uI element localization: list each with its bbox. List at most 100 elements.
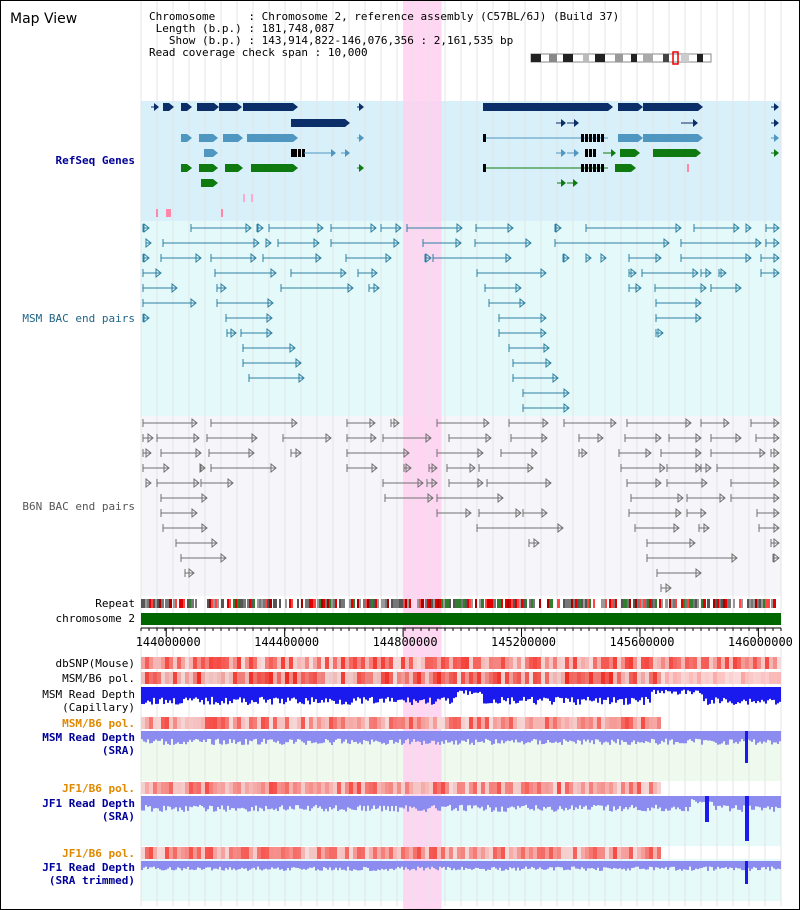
gene-exon: [643, 103, 698, 111]
depth-bar: [329, 861, 331, 868]
depth-bar: [161, 796, 163, 812]
depth-bar: [443, 731, 445, 744]
depth-bar: [349, 687, 351, 705]
depth-bar: [669, 731, 671, 741]
gene-tick: [156, 209, 158, 217]
heat-strip-cell: [645, 847, 649, 859]
track-label-b6n-bac[interactable]: B6N BAC end pairs: [22, 500, 135, 513]
heat-strip-cell: [489, 782, 493, 794]
depth-bar: [761, 861, 763, 868]
heat-strip-cell: [453, 672, 457, 684]
depth-bar: [249, 861, 251, 870]
heat-strip-cell: [417, 657, 421, 669]
bac-end-arrow: [695, 297, 702, 309]
bac-end-arrow: [340, 267, 347, 279]
depth-bar: [591, 731, 593, 741]
heat-strip-cell: [709, 672, 713, 684]
track-label-jf1-depth-trimmed[interactable]: JF1 Read Depth (SRA trimmed): [1, 861, 135, 887]
bac-end-arrow: [731, 552, 738, 564]
heat-strip-cell: [521, 672, 525, 684]
heat-strip-cell: [381, 672, 385, 684]
repeat-element: [421, 599, 424, 608]
repeat-element: [575, 599, 577, 608]
track-label-msm-depth-sra[interactable]: MSM Read Depth (SRA): [1, 731, 135, 757]
heat-strip-cell: [289, 847, 293, 859]
depth-bar: [245, 796, 247, 810]
repeat-element: [285, 599, 287, 608]
depth-bar: [527, 687, 529, 700]
depth-bar: [343, 796, 345, 810]
depth-bar: [385, 731, 387, 745]
depth-bar: [267, 731, 269, 740]
track-label-dbsnp[interactable]: dbSNP(Mouse): [55, 657, 135, 670]
heat-strip-cell: [381, 847, 385, 859]
heat-strip-cell: [557, 717, 561, 729]
depth-bar: [169, 861, 171, 868]
depth-bar: [297, 731, 299, 740]
depth-bar: [703, 861, 705, 868]
gene-exon: [585, 149, 588, 157]
depth-bar: [513, 796, 515, 808]
track-label-msm-bac[interactable]: MSM BAC end pairs: [22, 312, 135, 325]
depth-bar: [407, 731, 409, 739]
heat-strip-cell: [193, 657, 197, 669]
depth-bar: [395, 731, 397, 742]
heat-strip-cell: [185, 782, 189, 794]
depth-bar: [649, 796, 651, 811]
depth-bar: [657, 731, 659, 745]
depth-bar: [229, 796, 231, 810]
depth-bar: [715, 687, 717, 698]
depth-bar: [655, 796, 657, 805]
heat-strip-cell: [313, 657, 317, 669]
ideogram-band: [643, 54, 653, 62]
heat-strip-cell: [229, 657, 233, 669]
bac-end-arrow: [773, 537, 780, 549]
depth-bar: [441, 861, 443, 868]
depth-bar: [443, 687, 445, 698]
heat-strip-cell: [353, 717, 357, 729]
depth-bar: [551, 687, 553, 705]
track-label-jf1-b6-pol[interactable]: JF1/B6 pol.: [62, 782, 135, 795]
depth-bar: [501, 731, 503, 741]
track-label-msm-b6-pol[interactable]: MSM/B6 pol.: [62, 672, 135, 685]
track-label-msm-depth-capillary[interactable]: MSM Read Depth (Capillary): [1, 688, 135, 714]
depth-bar: [689, 861, 691, 867]
heat-strip-cell: [485, 847, 489, 859]
depth-bar: [249, 687, 251, 704]
track-label-jf1-depth[interactable]: JF1 Read Depth (SRA): [1, 797, 135, 823]
depth-bar: [631, 687, 633, 698]
depth-bar: [497, 861, 499, 870]
repeat-element: [701, 599, 703, 608]
heat-strip-cell: [637, 782, 641, 794]
depth-bar: [151, 796, 153, 812]
bac-end-arrow: [193, 432, 200, 444]
ideogram-band: [631, 54, 637, 62]
depth-bar: [185, 861, 187, 869]
bac-end-arrow: [525, 237, 532, 249]
repeat-element: [403, 599, 406, 608]
depth-bar: [379, 796, 381, 806]
depth-bar: [525, 731, 527, 744]
track-label-repeat[interactable]: Repeat: [95, 597, 135, 610]
depth-bar: [387, 796, 389, 807]
depth-bar: [171, 861, 173, 870]
depth-bar: [537, 861, 539, 869]
depth-spike: [745, 731, 748, 763]
heat-strip-cell: [593, 782, 597, 794]
depth-bar: [483, 731, 485, 743]
heat-strip-cell: [777, 657, 781, 669]
repeat-element: [749, 599, 752, 608]
heat-strip-cell: [505, 717, 509, 729]
repeat-element: [487, 599, 489, 608]
track-label-refseq[interactable]: RefSeq Genes: [55, 154, 135, 167]
bac-end-arrow: [317, 222, 324, 234]
depth-bar: [649, 731, 651, 743]
track-label-msm-b6-pol-sra[interactable]: MSM/B6 pol.: [62, 717, 135, 730]
heat-strip-cell: [501, 657, 505, 669]
depth-bar: [635, 687, 637, 701]
track-label-jf1-b6-pol-trimmed[interactable]: JF1/B6 pol.: [62, 847, 135, 860]
heat-strip-cell: [521, 717, 525, 729]
heat-strip-cell: [637, 672, 641, 684]
heat-strip-cell: [601, 672, 605, 684]
